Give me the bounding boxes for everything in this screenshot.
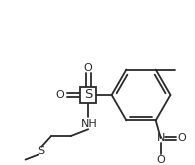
Text: O: O xyxy=(156,155,165,165)
Text: O: O xyxy=(178,133,187,143)
Text: S: S xyxy=(38,146,45,156)
Text: N: N xyxy=(156,133,165,143)
Text: O: O xyxy=(84,63,93,73)
FancyBboxPatch shape xyxy=(80,87,96,103)
Text: NH: NH xyxy=(81,119,98,129)
Text: O: O xyxy=(55,90,64,100)
Text: S: S xyxy=(84,88,92,101)
